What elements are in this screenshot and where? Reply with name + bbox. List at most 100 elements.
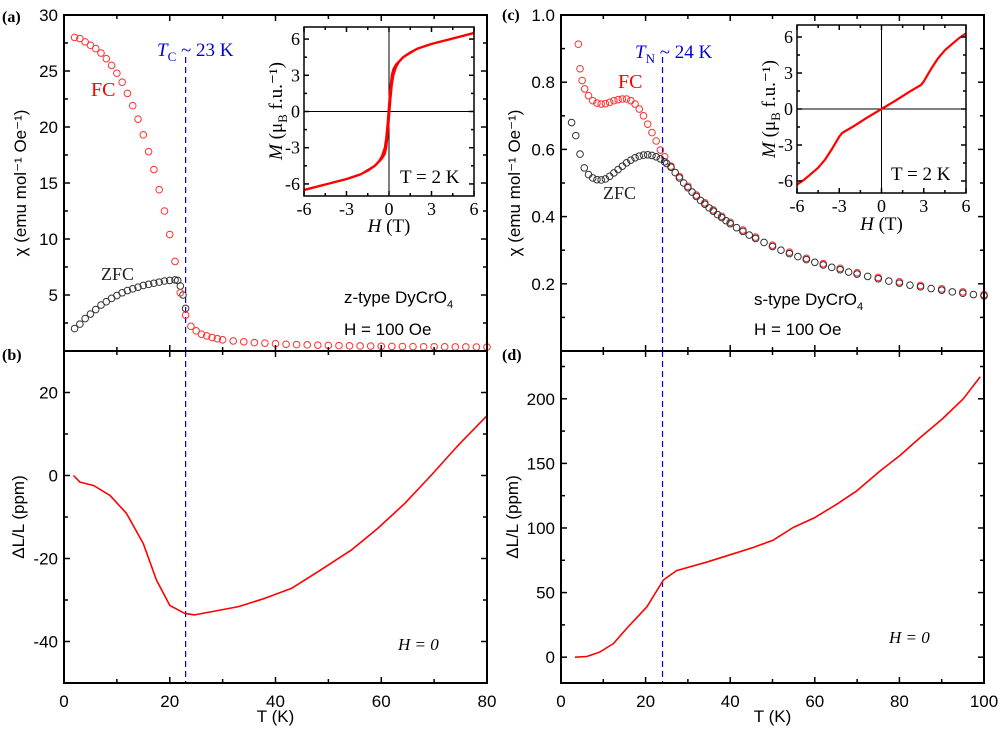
field-label-a: H = 100 Oe [344,320,431,339]
data-point [610,169,618,177]
data-point [218,336,227,344]
y-tick-label: 100 [527,519,555,538]
data-point [622,159,631,167]
x-tick-label: 60 [372,692,391,711]
data-point [181,311,190,319]
y-axis-label: χ (emu mol⁻¹ Oe⁻¹) [505,110,524,257]
y-tick-label: 1.0 [531,6,555,25]
y-tick-label: 3 [784,63,793,83]
y-tick-label: -6 [285,174,300,194]
data-point [705,204,713,212]
data-point [652,137,660,145]
data-line [574,376,981,658]
data-point [593,175,601,184]
data-point [472,343,481,351]
y-tick-label: 200 [527,390,555,409]
y-tick-label: 50 [536,584,555,603]
data-point [388,342,396,351]
data-point [739,227,747,236]
data-point [134,283,142,291]
y-tick-label: 0.4 [531,208,555,227]
data-point [155,185,163,194]
data-point [97,301,105,309]
data-point [462,343,470,351]
data-point [144,147,153,156]
panel-label-b: (b) [2,347,22,364]
data-point [102,297,111,306]
tc-annotation: TC ~ 23 K [157,40,234,64]
data-point [303,341,312,349]
x-tick-label: -6 [297,199,312,219]
data-point [81,38,89,46]
data-point [70,324,79,333]
data-point [593,99,601,107]
data-point [626,156,635,164]
fc-label-a: FC [91,79,115,101]
data-point [614,95,622,104]
data-point [626,96,635,105]
data-point [150,165,158,174]
y-tick-label: 0.6 [531,140,555,159]
data-point [76,34,84,43]
data-point [768,242,777,251]
data-point [91,305,100,314]
data-point [827,263,836,272]
data-point [916,283,925,291]
x-tick-label: 40 [721,692,740,711]
data-point [128,285,137,293]
data-point [751,234,760,243]
data-point [671,168,680,177]
data-point [906,281,914,289]
data-point [667,163,675,172]
data-point [811,258,819,267]
data-point [631,154,639,162]
data-point [927,284,935,293]
x-tick-label: 60 [805,692,824,711]
inset-y-axis-label: M (μB f.u.⁻¹) [759,60,783,159]
data-point [165,230,174,239]
y-tick-label: 25 [39,62,58,81]
x-tick-label: -3 [832,196,847,216]
data-point [584,170,593,179]
data-point [314,341,322,349]
y-tick-label: 30 [39,6,58,25]
data-point [614,165,622,174]
x-tick-label: 3 [427,199,436,219]
x-tick-label: 6 [962,196,971,216]
data-point [631,100,639,108]
data-point [688,188,696,196]
data-point [70,33,79,42]
data-point [123,286,132,295]
data-point [580,85,589,93]
data-point [451,343,460,351]
data-point [113,69,121,78]
y-tick-label: -40 [33,633,58,652]
zfc-label-a: ZFC [101,264,134,284]
data-point [144,280,153,289]
data-point [440,343,449,351]
data-point [250,338,259,347]
data-point [409,342,417,351]
field-label-c: H = 100 Oe [754,320,841,339]
y-tick-label: 0 [784,99,793,119]
data-point [81,314,89,323]
y-tick-label: -20 [33,550,58,569]
series-0 [72,415,488,616]
data-point [662,159,671,168]
data-point [292,340,301,349]
y-tick-label: 0.8 [531,73,555,92]
data-point [171,257,179,266]
data-point [622,95,631,103]
y-tick-label: 0 [291,102,300,122]
y-tick-label: 20 [39,118,58,137]
inset-temp-a: T = 2 K [400,167,460,188]
data-point [836,265,844,274]
x-tick-label: 0 [59,692,68,711]
data-point [282,340,290,349]
data-point [150,279,158,288]
data-point [139,281,148,290]
data-point [597,176,605,184]
x-tick-label: 0 [877,196,886,216]
